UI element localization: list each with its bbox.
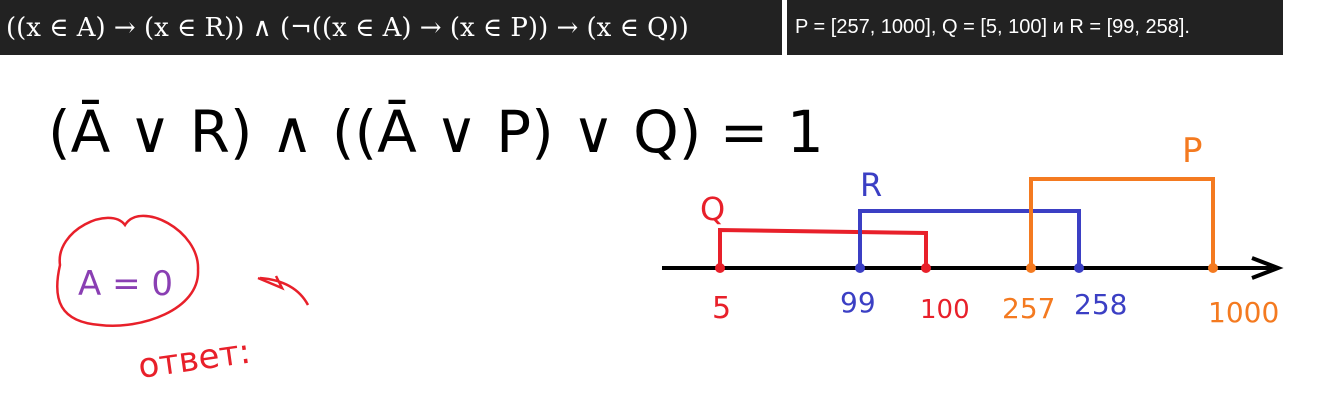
tick-label-99: 99 xyxy=(840,286,876,319)
ranges-banner: P = [257, 1000], Q = [5, 100] и R = [99,… xyxy=(787,0,1283,55)
axis-arrow-icon xyxy=(1251,256,1284,280)
tick-label-257: 257 xyxy=(1002,292,1055,325)
tick-label-100: 100 xyxy=(920,295,970,325)
answer-circle-outline xyxy=(55,214,200,327)
pointer-arrow-icon xyxy=(257,275,310,306)
formula-banner: ((x ∈ A) → (x ∈ R)) ∧ (¬((x ∈ A) → (x ∈ … xyxy=(0,0,782,55)
answer-circle-text: A = 0 xyxy=(78,264,173,304)
interval-r-label: R xyxy=(860,166,882,204)
answer-label: ответ: xyxy=(136,332,253,387)
interval-q-label: Q xyxy=(700,190,725,228)
interval-q: Q xyxy=(700,190,931,273)
tick-label-258: 258 xyxy=(1074,288,1127,321)
tick-label-5: 5 xyxy=(712,291,731,326)
interval-r: R xyxy=(855,166,1084,273)
interval-p-label: P xyxy=(1182,131,1203,171)
tick-label-1000: 1000 xyxy=(1208,296,1279,329)
formula-text: ((x ∈ A) → (x ∈ R)) ∧ (¬((x ∈ A) → (x ∈ … xyxy=(6,12,689,43)
interval-p: P xyxy=(1026,131,1218,273)
ranges-text: P = [257, 1000], Q = [5, 100] и R = [99,… xyxy=(795,16,1190,38)
handwritten-equation: (Ā ∨ R) ∧ ((Ā ∨ P) ∨ Q) = 1 xyxy=(48,98,824,166)
